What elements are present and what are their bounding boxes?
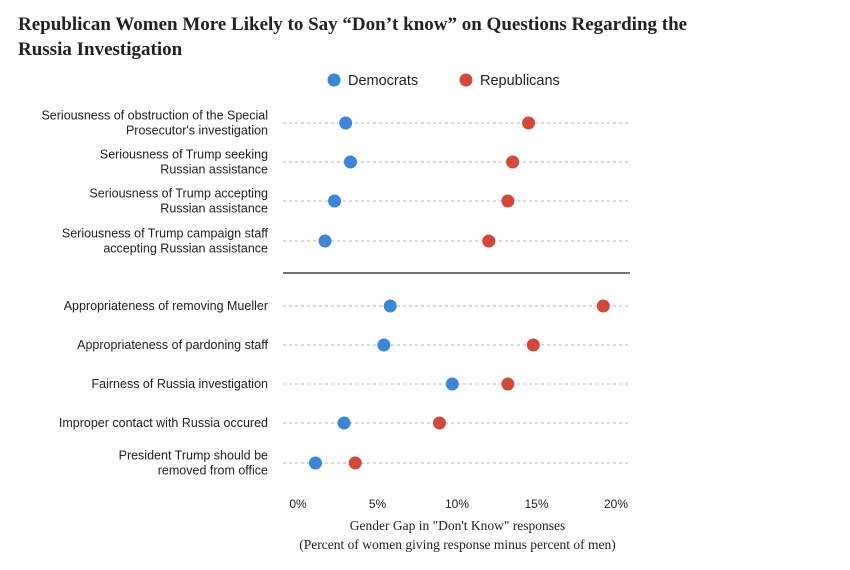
x-tick-label: 15% bbox=[524, 497, 548, 511]
x-tick-label: 0% bbox=[289, 497, 307, 511]
data-point-republicans bbox=[506, 155, 520, 169]
x-tick-label: 5% bbox=[369, 497, 387, 511]
legend-marker-democrats bbox=[327, 73, 341, 87]
data-point-democrats bbox=[318, 234, 332, 248]
data-point-republicans bbox=[501, 377, 515, 391]
category-label: President Trump should be removed from of… bbox=[119, 449, 268, 478]
data-point-republicans bbox=[501, 194, 515, 208]
data-point-democrats bbox=[328, 194, 342, 208]
data-point-republicans bbox=[482, 234, 496, 248]
legend-label-republicans: Republicans bbox=[480, 73, 560, 89]
x-axis-title: Gender Gap in "Don't Know" responses bbox=[350, 518, 566, 533]
data-point-democrats bbox=[383, 299, 397, 313]
legend-marker-republicans bbox=[459, 73, 473, 87]
data-point-democrats bbox=[377, 338, 391, 352]
data-point-republicans bbox=[433, 416, 447, 430]
data-point-democrats bbox=[339, 116, 353, 130]
category-label: Fairness of Russia investigation bbox=[92, 377, 269, 391]
legend-label-democrats: Democrats bbox=[348, 73, 418, 89]
data-point-republicans bbox=[526, 338, 540, 352]
legend: Democrats Republicans bbox=[327, 73, 560, 89]
data-point-republicans bbox=[522, 116, 536, 130]
data-point-democrats bbox=[337, 416, 351, 430]
category-label: Appropriateness of removing Mueller bbox=[64, 299, 268, 313]
data-point-democrats bbox=[445, 377, 459, 391]
x-axis: 0% 5% 10% 15% 20% Gender Gap in "Don't Know" … bbox=[289, 497, 628, 552]
data-point-republicans bbox=[348, 456, 362, 470]
data-points bbox=[308, 116, 610, 470]
category-label: Improper contact with Russia occured bbox=[59, 416, 268, 430]
x-tick-label: 10% bbox=[445, 497, 469, 511]
category-label: Seriousness of Trump seeking Russian assi… bbox=[100, 148, 268, 177]
category-label: Seriousness of Trump campaign staff accep… bbox=[62, 227, 269, 256]
data-point-republicans bbox=[596, 299, 610, 313]
data-point-democrats bbox=[308, 456, 322, 470]
category-label: Appropriateness of pardoning staff bbox=[77, 338, 268, 352]
gridlines bbox=[283, 122, 630, 464]
category-labels: Seriousness of obstruction of the Specia… bbox=[41, 109, 268, 478]
category-label: Seriousness of Trump accepting Russian as… bbox=[89, 187, 268, 216]
data-point-democrats bbox=[343, 155, 357, 169]
x-tick-label: 20% bbox=[604, 497, 628, 511]
category-label: Seriousness of obstruction of the Specia… bbox=[41, 109, 268, 138]
chart-title: Republican Women More Likely to Say “Don… bbox=[18, 14, 688, 60]
x-axis-subtitle: (Percent of women giving response minus … bbox=[299, 537, 615, 552]
